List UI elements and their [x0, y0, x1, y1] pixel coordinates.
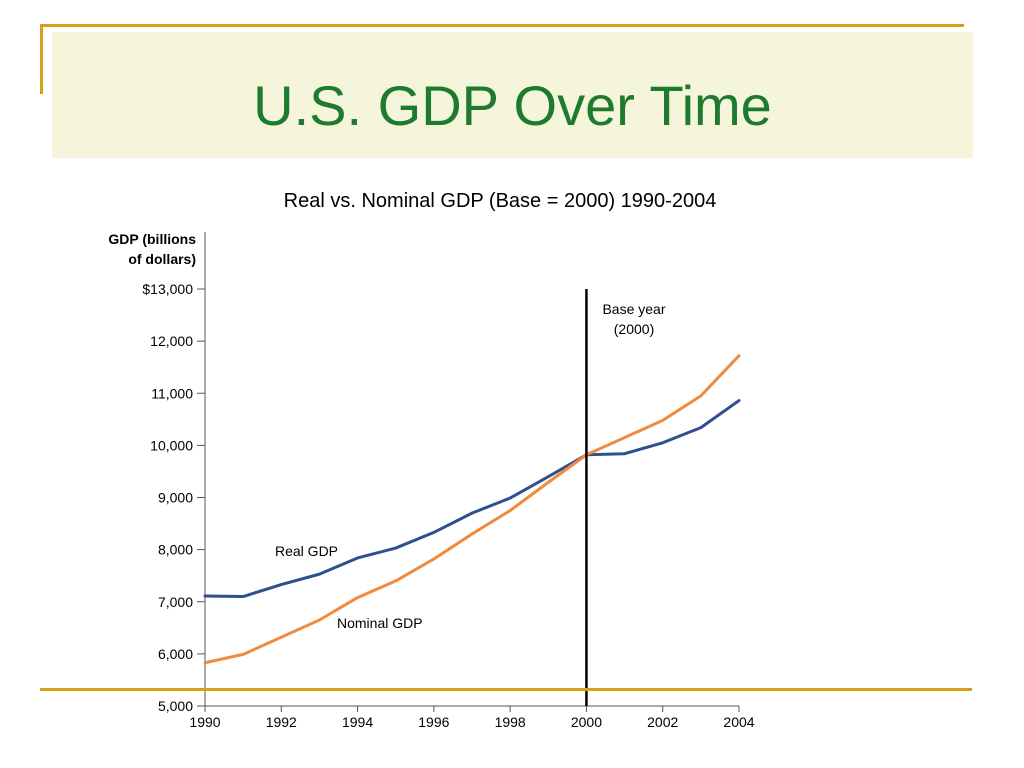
y-tick-label: 5,000 [158, 698, 193, 714]
slide-bottom-rule [40, 688, 972, 691]
x-tick-label: 1990 [189, 714, 220, 730]
real-gdp-line [203, 399, 741, 599]
y-axis-label: GDP (billions [108, 231, 196, 247]
nominal-gdp-line [203, 354, 741, 665]
chart-labels: GDP (billions of dollars) 5,000 6,000 7,000 8… [108, 231, 754, 730]
y-tick-label: 10,000 [150, 437, 193, 453]
nominal-gdp-series-label: Nominal GDP [337, 615, 423, 631]
x-tick-label: 1998 [495, 714, 526, 730]
y-tick-label: $13,000 [142, 281, 193, 297]
slide-frame-top-line [40, 24, 964, 27]
real-gdp-series-label: Real GDP [275, 543, 338, 559]
y-tick-label: 9,000 [158, 490, 193, 506]
x-tick-label: 2004 [723, 714, 754, 730]
x-tick-label: 1996 [418, 714, 449, 730]
chart-series [203, 289, 741, 706]
slide-frame-vertical-line [40, 24, 43, 94]
chart-subtitle: Real vs. Nominal GDP (Base = 2000) 1990-… [283, 190, 717, 212]
base-year-label: (2000) [614, 321, 654, 337]
base-year-label: Base year [602, 301, 665, 317]
y-tick-label: 11,000 [151, 385, 193, 401]
x-tick-label: 2002 [647, 714, 678, 730]
x-tick-label: 2000 [571, 714, 602, 730]
chart-axes [197, 232, 740, 712]
slide-title: U.S. GDP Over Time [253, 74, 772, 137]
y-tick-label: 7,000 [158, 594, 193, 610]
y-axis-label: of dollars) [128, 251, 196, 267]
y-tick-label: 8,000 [158, 542, 193, 558]
title-band [52, 32, 973, 158]
y-tick-label: 12,000 [150, 333, 193, 349]
y-tick-label: 6,000 [158, 646, 193, 662]
x-tick-label: 1992 [266, 714, 297, 730]
x-tick-label: 1994 [342, 714, 373, 730]
